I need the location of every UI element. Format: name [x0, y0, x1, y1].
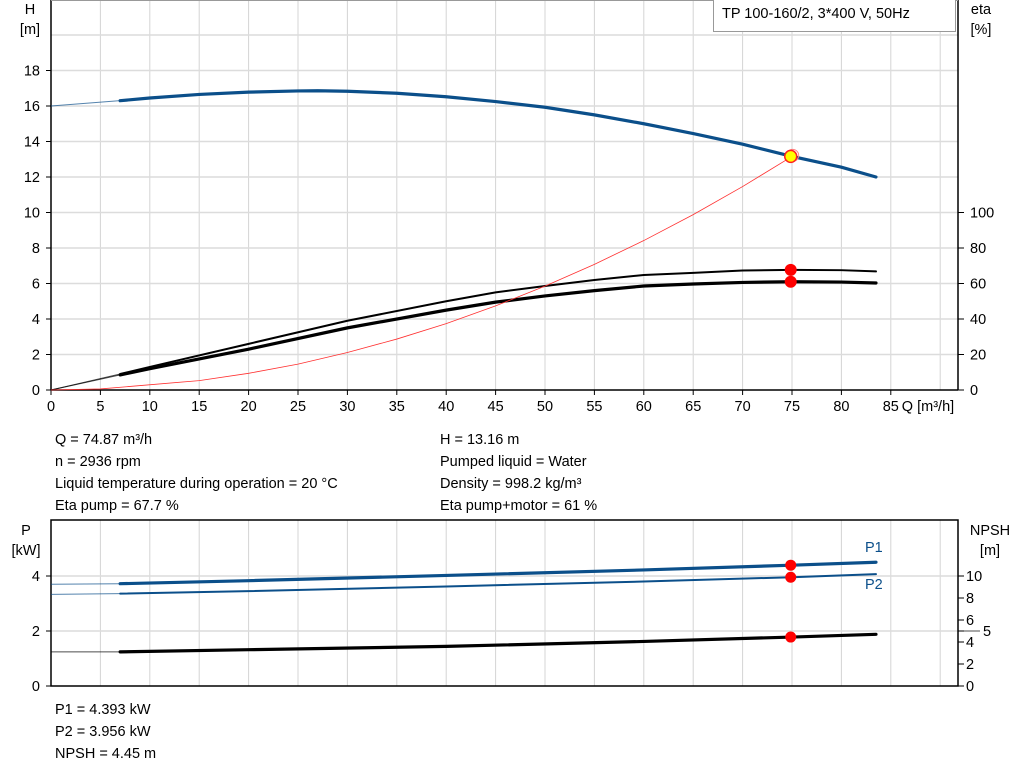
operating-point-marker — [784, 275, 797, 288]
eta-pump-motor-curve-extrapolated — [50, 374, 121, 391]
y-tick-label-left: 2 — [32, 624, 40, 640]
y-tick-label-left: 6 — [32, 277, 40, 293]
density-value: Density = 998.2 kg/m³ — [440, 476, 582, 492]
y-axis-unit-right: [%] — [971, 22, 992, 38]
y-tick-label-left: 0 — [32, 679, 40, 695]
y-tick-label-right: 20 — [970, 348, 986, 364]
y-tick-label-right: 0 — [970, 383, 978, 399]
p1-value: P1 = 4.393 kW — [55, 702, 151, 718]
head-curve-extrapolated — [50, 100, 121, 107]
y-tick-label-left: 0 — [32, 383, 40, 399]
y-tick-label-left: 18 — [24, 64, 40, 80]
results-bottom: P1 = 4.393 kW P2 = 3.956 kW NPSH = 4.45 … — [55, 699, 156, 765]
y-tick-label-right: 2 — [966, 657, 974, 673]
y-tick-label-left: 2 — [32, 348, 40, 364]
x-tick-label: 10 — [142, 399, 158, 415]
p2-value: P2 = 3.956 kW — [55, 724, 151, 740]
y-tick-label-right: 8 — [966, 591, 974, 607]
eta-pump-curve — [119, 268, 877, 376]
x-tick-label: 65 — [685, 399, 701, 415]
p2-curve — [119, 573, 877, 595]
x-tick-label: 5 — [96, 399, 104, 415]
pump-title-legend: TP 100-160/2, 3*400 V, 50Hz — [713, 0, 956, 32]
operating-point-marker — [785, 631, 797, 643]
y-tick-label-left: 16 — [24, 99, 40, 115]
x-tick-label: 0 — [47, 399, 55, 415]
npsh-value: NPSH = 4.45 m — [55, 746, 157, 762]
y-tick-label-right: 100 — [970, 206, 994, 222]
x-tick-label: 75 — [784, 399, 800, 415]
results-right: H = 13.16 m Pumped liquid = Water Densit… — [440, 429, 597, 517]
p2-curve-extrapolated — [50, 593, 121, 595]
y-axis-label-left: P — [21, 523, 31, 539]
x-tick-label: 80 — [833, 399, 849, 415]
x-tick-label: 50 — [537, 399, 553, 415]
p1-series-label: P1 — [865, 540, 883, 556]
x-tick-label: 25 — [290, 399, 306, 415]
y-tick-label-left: 4 — [32, 569, 40, 585]
y-tick-label-right: 80 — [970, 241, 986, 257]
y-tick-label-right: 10 — [966, 569, 982, 585]
x-tick-label: 15 — [191, 399, 207, 415]
y-axis-unit-left: [kW] — [12, 543, 41, 559]
x-tick-label: 30 — [339, 399, 355, 415]
operating-point-marker — [784, 263, 797, 276]
y-tick-label-left: 4 — [32, 312, 40, 328]
y-tick-label-left: 10 — [24, 206, 40, 222]
head-curve — [118, 89, 878, 179]
plot-frame — [50, 519, 959, 687]
duty-point-marker — [783, 149, 798, 164]
operating-point-marker — [785, 559, 797, 571]
y-axis-label-right: eta — [971, 2, 992, 18]
x-tick-label: 70 — [735, 399, 751, 415]
npsh-curve — [118, 632, 878, 654]
eta-pump-motor-curve — [118, 280, 878, 377]
x-tick-label: 85 — [883, 399, 899, 415]
y-tick-label-right: 60 — [970, 277, 986, 293]
x-tick-label: 45 — [488, 399, 504, 415]
results-left: Q = 74.87 m³/h n = 2936 rpm Liquid tempe… — [55, 429, 338, 517]
head-value: H = 13.16 m — [440, 432, 520, 448]
y-axis-unit-left: [m] — [20, 22, 40, 38]
y-tick-label-left: 8 — [32, 241, 40, 257]
y-tick-label-right: 4 — [966, 635, 974, 651]
x-tick-label: 55 — [586, 399, 602, 415]
x-tick-label: 35 — [389, 399, 405, 415]
p1-curve — [118, 560, 878, 586]
eta-pump-value: Eta pump = 67.7 % — [55, 498, 179, 514]
y-tick-label-right: 0 — [966, 679, 974, 695]
x-tick-label: 60 — [636, 399, 652, 415]
x-axis-label: Q [m³/h] — [902, 399, 954, 415]
flow-value: Q = 74.87 m³/h — [55, 432, 153, 448]
system-curve-curve — [50, 156, 793, 391]
p1-curve-extrapolated — [50, 583, 121, 585]
liquid-temperature-value: Liquid temperature during operation = 20… — [55, 476, 338, 492]
x-tick-label: 40 — [438, 399, 454, 415]
y-tick-label-left: 12 — [24, 170, 40, 186]
p2-series-label: P2 — [865, 577, 883, 593]
y-axis-label-right: NPSH — [970, 523, 1010, 539]
x-tick-label: 20 — [241, 399, 257, 415]
eta-pump-motor-value: Eta pump+motor = 61 % — [440, 498, 598, 514]
y-tick-label-right: 5 — [983, 624, 991, 640]
y-axis-unit-right: [m] — [980, 543, 1000, 559]
speed-value: n = 2936 rpm — [55, 454, 141, 470]
operating-point-marker — [785, 571, 797, 583]
pumped-liquid-value: Pumped liquid = Water — [440, 454, 587, 470]
y-axis-label-left: H — [25, 2, 35, 18]
y-tick-label-right: 40 — [970, 312, 986, 328]
y-tick-label-left: 14 — [24, 135, 40, 151]
y-tick-label-right: 6 — [966, 613, 974, 629]
